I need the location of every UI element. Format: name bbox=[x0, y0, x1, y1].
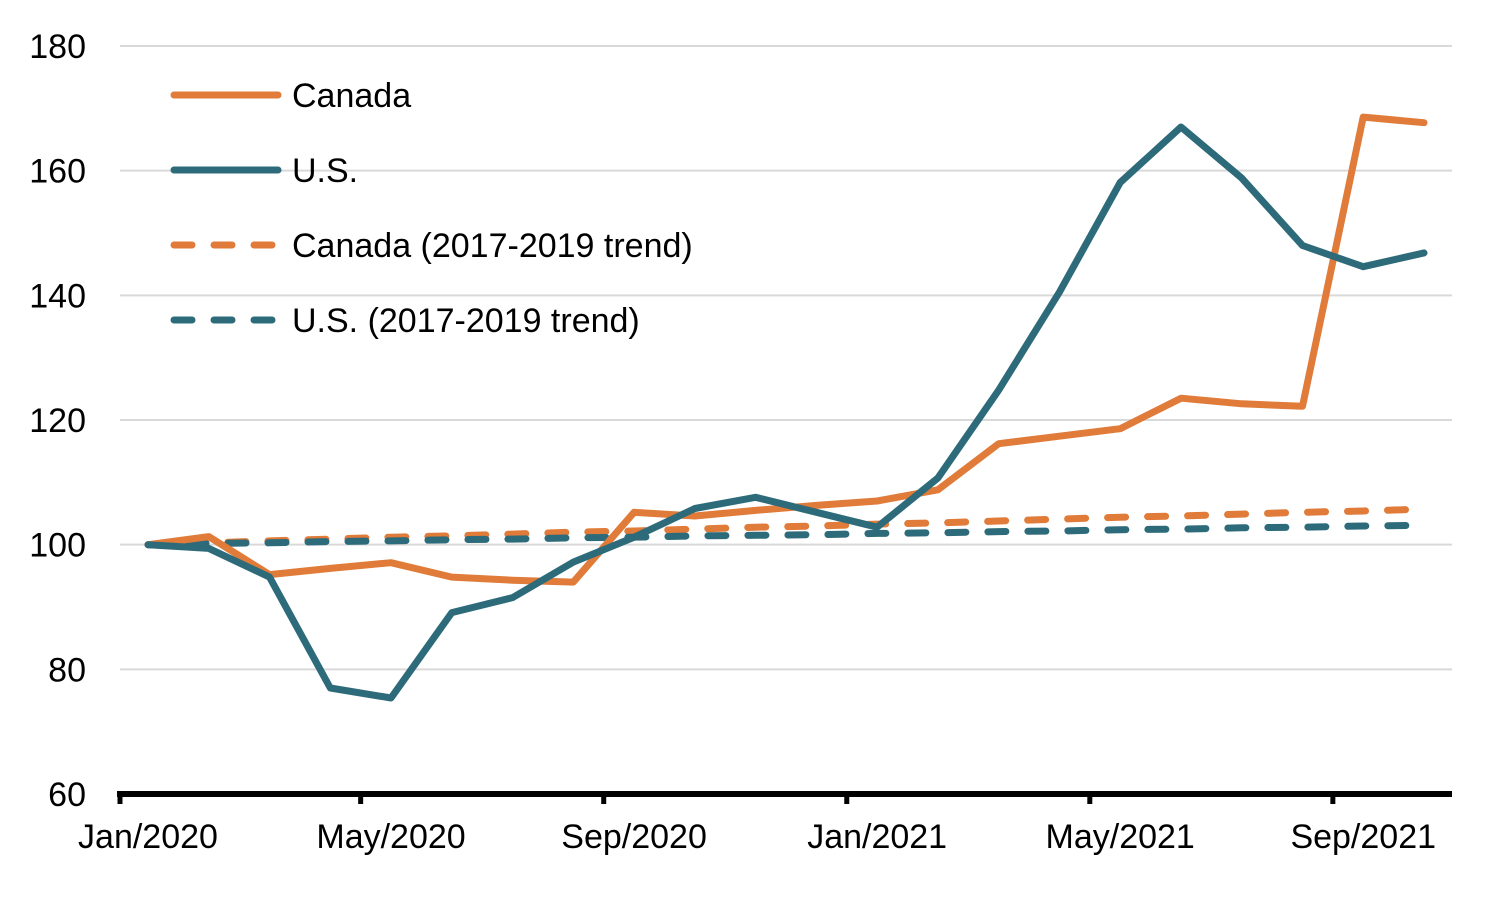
y-tick-label-180: 180 bbox=[29, 28, 86, 66]
x-tick-label-sep-2021: Sep/2021 bbox=[1290, 818, 1436, 856]
y-axis: 60 80 100 120 140 160 180 bbox=[29, 28, 86, 814]
y-tick-label-60: 60 bbox=[48, 776, 86, 814]
x-tick-label-sep-2020: Sep/2020 bbox=[561, 818, 707, 856]
y-tick-label-140: 140 bbox=[29, 277, 86, 315]
x-axis: Jan/2020 May/2020 Sep/2020 Jan/2021 May/2021… bbox=[78, 791, 1452, 856]
x-tick-label-jan-2020: Jan/2020 bbox=[78, 818, 218, 856]
y-tick-label-80: 80 bbox=[48, 651, 86, 689]
x-tick-label-jan-2021: Jan/2021 bbox=[807, 818, 947, 856]
y-tick-label-160: 160 bbox=[29, 153, 86, 191]
legend-label-u-s-2017-2019-trend: U.S. (2017-2019 trend) bbox=[292, 302, 640, 340]
legend-label-canada-2017-2019-trend: Canada (2017-2019 trend) bbox=[292, 227, 693, 265]
x-tick-label-may-2020: May/2020 bbox=[316, 818, 465, 856]
series-line-u-s bbox=[144, 123, 1428, 702]
legend: Canada U.S. Canada (2017-2019 trend) U.S. (… bbox=[170, 77, 693, 340]
gridlines bbox=[120, 45, 1452, 671]
legend-label-canada: Canada bbox=[292, 77, 411, 115]
y-tick-label-120: 120 bbox=[29, 402, 86, 440]
y-tick-label-100: 100 bbox=[29, 527, 86, 565]
series-lines bbox=[144, 113, 1428, 702]
x-tick-label-may-2021: May/2021 bbox=[1046, 818, 1195, 856]
series-line-u-s-2017-2019-trend bbox=[144, 521, 1428, 549]
legend-label-u-s: U.S. bbox=[292, 152, 358, 190]
